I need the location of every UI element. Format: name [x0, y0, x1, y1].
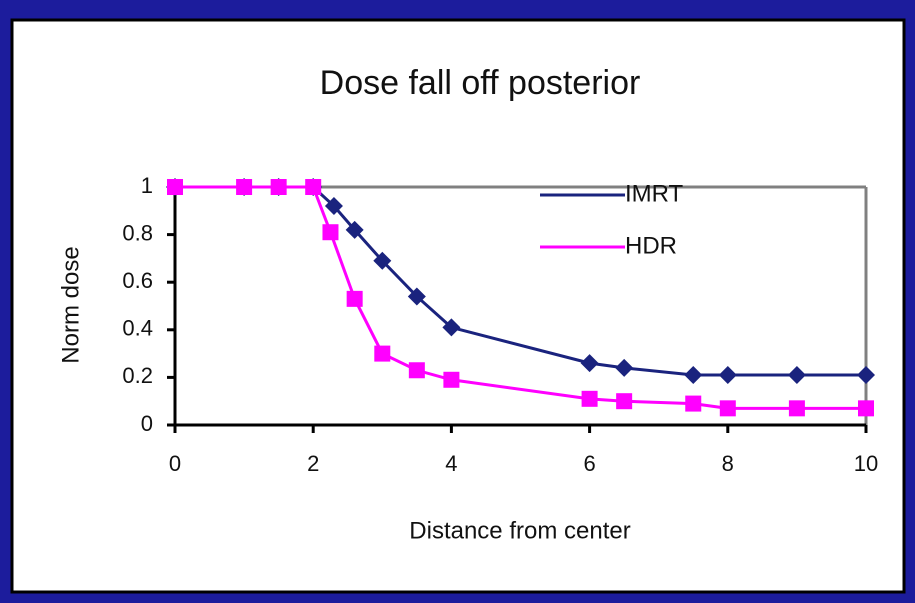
- marker: [684, 366, 703, 385]
- marker: [408, 362, 425, 379]
- marker: [167, 179, 183, 195]
- y-axis-label: Norm dose: [57, 246, 84, 363]
- legend-label: IMRT: [625, 180, 684, 207]
- chart-title: Dose fall off posterior: [320, 64, 641, 102]
- marker: [718, 366, 737, 385]
- marker: [442, 318, 461, 337]
- marker: [719, 400, 736, 417]
- marker: [443, 371, 460, 388]
- marker: [580, 354, 599, 373]
- marker: [345, 220, 364, 239]
- y-tick-label: 1: [141, 173, 153, 198]
- y-tick-label: 0.8: [122, 220, 153, 245]
- marker: [685, 395, 702, 412]
- marker: [616, 393, 633, 410]
- y-tick-label: 0.4: [122, 316, 153, 341]
- marker: [374, 345, 391, 362]
- marker: [615, 358, 634, 377]
- legend-label: HDR: [625, 232, 677, 259]
- x-tick-label: 0: [169, 451, 181, 476]
- marker: [305, 179, 322, 195]
- marker: [324, 197, 343, 216]
- y-tick-label: 0.6: [122, 268, 153, 293]
- x-tick-label: 2: [307, 451, 319, 476]
- marker: [270, 179, 287, 195]
- marker: [857, 366, 875, 385]
- marker: [407, 287, 426, 306]
- marker: [858, 400, 874, 417]
- x-tick-label: 6: [583, 451, 595, 476]
- x-axis-label: Distance from center: [409, 517, 630, 544]
- marker: [236, 179, 253, 195]
- x-tick-label: 8: [722, 451, 734, 476]
- marker: [322, 224, 339, 241]
- marker: [787, 366, 806, 385]
- marker: [581, 390, 598, 407]
- chart-panel: [10, 18, 906, 594]
- y-tick-label: 0: [141, 411, 153, 436]
- y-tick-label: 0.2: [122, 363, 153, 388]
- x-tick-label: 4: [445, 451, 457, 476]
- marker: [373, 251, 392, 270]
- x-tick-label: 10: [854, 451, 878, 476]
- marker: [346, 290, 363, 307]
- marker: [788, 400, 805, 417]
